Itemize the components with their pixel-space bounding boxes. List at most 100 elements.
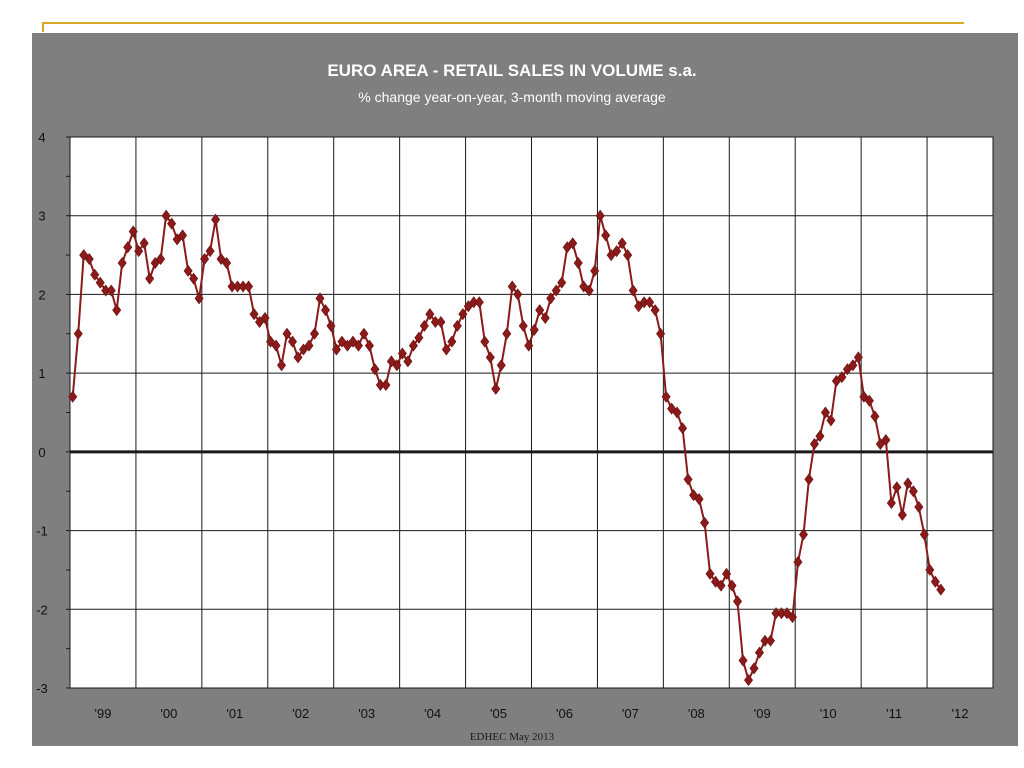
data-point bbox=[326, 319, 336, 332]
data-point bbox=[244, 280, 254, 293]
data-point bbox=[645, 296, 655, 309]
data-point bbox=[557, 276, 567, 289]
x-tick-label: '03 bbox=[358, 706, 375, 721]
data-point bbox=[304, 339, 314, 352]
data-point bbox=[859, 390, 869, 403]
data-point bbox=[727, 579, 737, 592]
data-point bbox=[623, 249, 633, 262]
data-point bbox=[386, 355, 396, 368]
x-tick-label: '08 bbox=[688, 706, 705, 721]
data-point bbox=[189, 272, 199, 285]
x-tick-label: '10 bbox=[820, 706, 837, 721]
x-tick-label: '09 bbox=[754, 706, 771, 721]
data-point bbox=[397, 347, 407, 360]
x-tick-label: '06 bbox=[556, 706, 573, 721]
data-point bbox=[436, 315, 446, 328]
data-point bbox=[359, 327, 369, 340]
data-point bbox=[485, 351, 495, 364]
data-point bbox=[870, 410, 880, 423]
data-point bbox=[716, 579, 726, 592]
data-point bbox=[573, 256, 583, 269]
data-point bbox=[787, 611, 797, 624]
x-tick-label: '01 bbox=[226, 706, 243, 721]
data-point bbox=[502, 327, 512, 340]
data-point bbox=[513, 288, 523, 301]
data-point bbox=[112, 304, 122, 317]
data-point bbox=[518, 319, 528, 332]
data-point bbox=[145, 272, 155, 285]
data-point bbox=[414, 331, 424, 344]
data-point bbox=[711, 575, 721, 588]
data-point bbox=[167, 217, 177, 230]
data-point bbox=[84, 253, 94, 266]
plot-border bbox=[69, 136, 994, 689]
data-point bbox=[123, 241, 133, 254]
data-point bbox=[161, 209, 171, 222]
data-point bbox=[903, 477, 913, 490]
x-tick-label: '05 bbox=[490, 706, 507, 721]
data-point bbox=[425, 308, 435, 321]
data-point bbox=[584, 284, 594, 297]
data-point bbox=[364, 339, 374, 352]
x-tick-label: '04 bbox=[424, 706, 441, 721]
y-tick-label: -2 bbox=[36, 602, 48, 617]
data-point bbox=[804, 473, 814, 486]
data-point bbox=[370, 363, 380, 376]
data-point bbox=[886, 497, 896, 510]
data-point bbox=[661, 390, 671, 403]
slide-footer: EDHEC May 2013 bbox=[469, 731, 555, 743]
data-point bbox=[590, 264, 600, 277]
data-point bbox=[848, 359, 858, 372]
data-point bbox=[320, 304, 330, 317]
data-point bbox=[282, 327, 292, 340]
data-point bbox=[738, 654, 748, 667]
data-point bbox=[815, 430, 825, 443]
y-tick-label: 2 bbox=[38, 287, 45, 302]
data-point bbox=[925, 563, 935, 576]
data-point bbox=[452, 319, 462, 332]
data-point bbox=[293, 351, 303, 364]
data-point bbox=[595, 209, 605, 222]
y-tick-label: 3 bbox=[38, 209, 45, 224]
data-point bbox=[222, 256, 232, 269]
data-point bbox=[546, 292, 556, 305]
data-point bbox=[139, 237, 149, 250]
data-point bbox=[507, 280, 517, 293]
data-point bbox=[897, 508, 907, 521]
data-point bbox=[331, 343, 341, 356]
data-point bbox=[271, 339, 281, 352]
data-point bbox=[183, 264, 193, 277]
data-point bbox=[853, 351, 863, 364]
data-point bbox=[447, 335, 457, 348]
data-point bbox=[474, 296, 484, 309]
data-point bbox=[441, 343, 451, 356]
data-point bbox=[919, 528, 929, 541]
data-point bbox=[749, 662, 759, 675]
y-tick-label: -1 bbox=[36, 524, 48, 539]
data-point bbox=[672, 406, 682, 419]
data-point bbox=[628, 284, 638, 297]
data-point bbox=[601, 229, 611, 242]
x-tick-label: '02 bbox=[292, 706, 309, 721]
data-point bbox=[755, 646, 765, 659]
data-point bbox=[798, 528, 808, 541]
data-point bbox=[106, 284, 116, 297]
data-point bbox=[403, 355, 413, 368]
data-point bbox=[211, 213, 221, 226]
chart-subtitle: % change year-on-year, 3-month moving av… bbox=[358, 89, 666, 105]
data-point bbox=[353, 339, 363, 352]
data-point bbox=[936, 583, 946, 596]
data-point bbox=[117, 256, 127, 269]
data-point bbox=[309, 327, 319, 340]
data-point bbox=[128, 225, 138, 238]
data-point bbox=[656, 327, 666, 340]
data-point bbox=[705, 567, 715, 580]
data-point bbox=[260, 312, 270, 325]
data-point bbox=[826, 414, 836, 427]
data-point bbox=[892, 481, 902, 494]
data-point bbox=[277, 359, 287, 372]
data-point bbox=[194, 292, 204, 305]
data-point bbox=[491, 382, 501, 395]
data-point bbox=[288, 335, 298, 348]
